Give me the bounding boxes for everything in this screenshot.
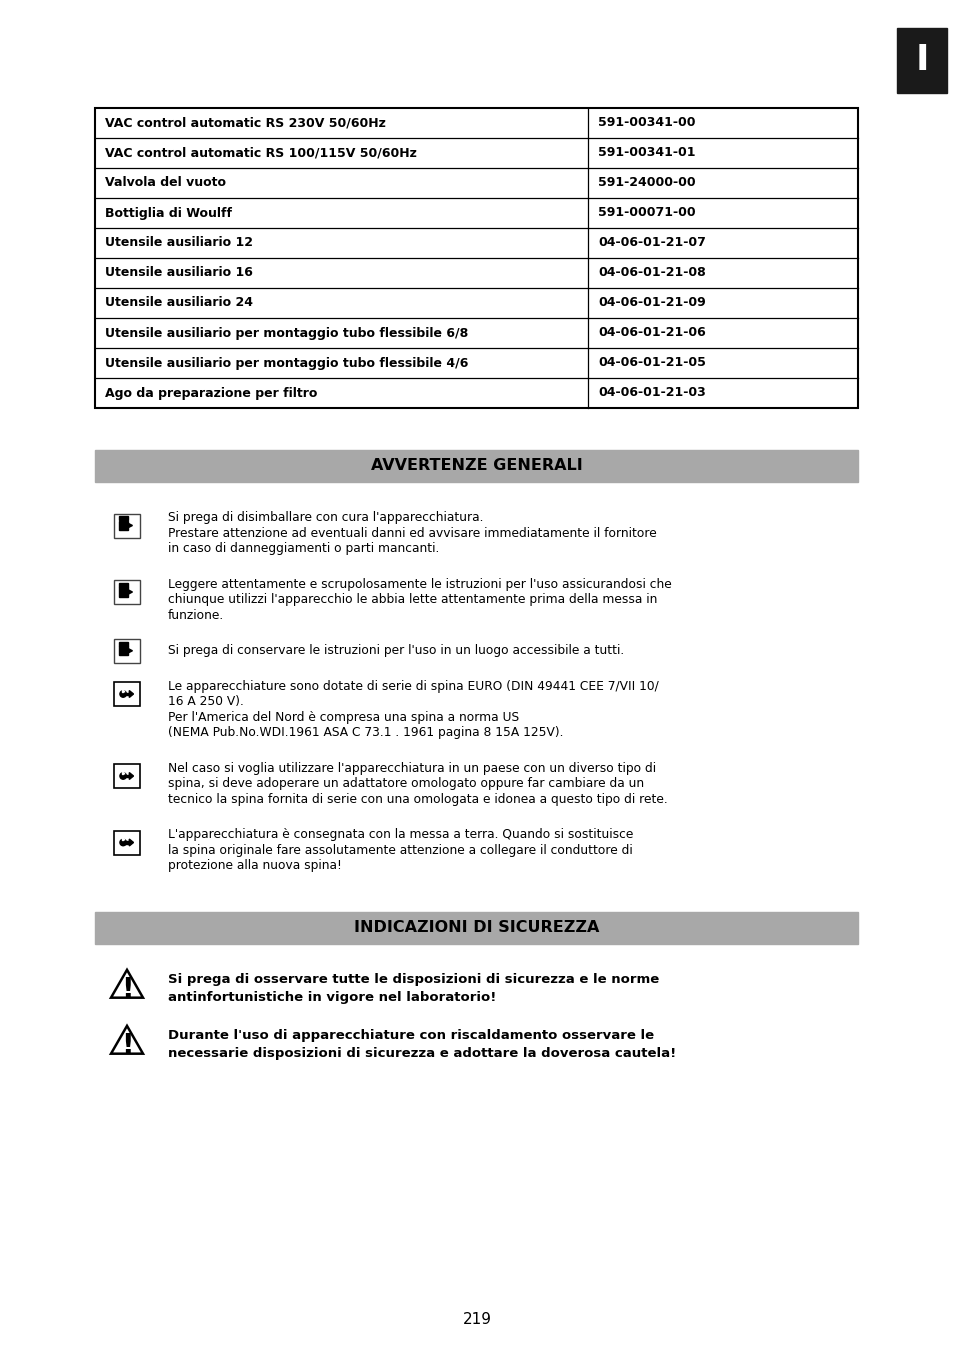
Text: spina, si deve adoperare un adattatore omologato oppure far cambiare da un: spina, si deve adoperare un adattatore o…	[168, 777, 643, 790]
Text: Utensile ausiliario 24: Utensile ausiliario 24	[105, 296, 253, 309]
Text: Utensile ausiliario 16: Utensile ausiliario 16	[105, 266, 253, 280]
Polygon shape	[111, 970, 143, 997]
Text: AVVERTENZE GENERALI: AVVERTENZE GENERALI	[370, 458, 581, 473]
Text: Utensile ausiliario 12: Utensile ausiliario 12	[105, 236, 253, 250]
Text: Bottiglia di Woulff: Bottiglia di Woulff	[105, 207, 232, 219]
Polygon shape	[130, 690, 133, 697]
Bar	[121, 774, 130, 777]
Bar	[119, 521, 128, 530]
Bar	[95, 108, 857, 408]
Bar	[113, 513, 140, 538]
Text: protezione alla nuova spina!: protezione alla nuova spina!	[168, 859, 341, 873]
Text: 591-24000-00: 591-24000-00	[598, 177, 695, 189]
Bar	[896, 28, 946, 93]
Text: Durante l'uso di apparecchiature con riscaldamento osservare le: Durante l'uso di apparecchiature con ris…	[168, 1029, 654, 1043]
Text: necessarie disposizioni di sicurezza e adottare la doverosa cautela!: necessarie disposizioni di sicurezza e a…	[168, 1047, 676, 1059]
Bar	[113, 580, 140, 604]
Text: 04-06-01-21-07: 04-06-01-21-07	[598, 236, 705, 250]
Polygon shape	[111, 1025, 143, 1054]
Bar	[95, 450, 857, 482]
Text: INDICAZIONI DI SICUREZZA: INDICAZIONI DI SICUREZZA	[354, 920, 598, 935]
Text: in caso di danneggiamenti o parti mancanti.: in caso di danneggiamenti o parti mancan…	[168, 542, 439, 555]
Bar	[113, 765, 140, 788]
Polygon shape	[128, 523, 132, 528]
Text: 591-00071-00: 591-00071-00	[598, 207, 695, 219]
Text: tecnico la spina fornita di serie con una omologata e idonea a questo tipo di re: tecnico la spina fornita di serie con un…	[168, 793, 667, 805]
Text: 591-00341-00: 591-00341-00	[598, 116, 695, 130]
Bar	[113, 682, 140, 707]
Bar	[113, 639, 140, 663]
Text: Si prega di osservare tutte le disposizioni di sicurezza e le norme: Si prega di osservare tutte le disposizi…	[168, 974, 659, 986]
Bar	[121, 842, 130, 844]
Polygon shape	[130, 839, 133, 846]
Text: Si prega di disimballare con cura l'apparecchiatura.: Si prega di disimballare con cura l'appa…	[168, 511, 483, 524]
Text: 04-06-01-21-06: 04-06-01-21-06	[598, 327, 705, 339]
Text: 04-06-01-21-08: 04-06-01-21-08	[598, 266, 705, 280]
Circle shape	[120, 773, 126, 780]
Text: Le apparecchiature sono dotate di serie di spina EURO (DIN 49441 CEE 7/VII 10/: Le apparecchiature sono dotate di serie …	[168, 680, 659, 693]
Bar	[113, 831, 140, 854]
Text: chiunque utilizzi l'apparecchio le abbia lette attentamente prima della messa in: chiunque utilizzi l'apparecchio le abbia…	[168, 593, 657, 607]
Text: Utensile ausiliario per montaggio tubo flessibile 4/6: Utensile ausiliario per montaggio tubo f…	[105, 357, 468, 370]
Bar	[119, 646, 128, 655]
Text: la spina originale fare assolutamente attenzione a collegare il conduttore di: la spina originale fare assolutamente at…	[168, 844, 632, 857]
Text: L'apparecchiatura è consegnata con la messa a terra. Quando si sostituisce: L'apparecchiatura è consegnata con la me…	[168, 828, 633, 842]
Text: Prestare attenzione ad eventuali danni ed avvisare immediatamente il fornitore: Prestare attenzione ad eventuali danni e…	[168, 527, 656, 540]
Polygon shape	[128, 589, 132, 594]
Polygon shape	[128, 648, 132, 653]
Bar	[119, 642, 128, 646]
Text: funzione.: funzione.	[168, 609, 224, 621]
Bar	[119, 582, 128, 586]
Text: 04-06-01-21-03: 04-06-01-21-03	[598, 386, 705, 400]
Bar	[119, 588, 128, 597]
Text: Ago da preparazione per filtro: Ago da preparazione per filtro	[105, 386, 317, 400]
Bar	[95, 912, 857, 943]
Circle shape	[120, 839, 126, 846]
Text: Utensile ausiliario per montaggio tubo flessibile 6/8: Utensile ausiliario per montaggio tubo f…	[105, 327, 468, 339]
Text: Leggere attentamente e scrupolosamente le istruzioni per l'uso assicurandosi che: Leggere attentamente e scrupolosamente l…	[168, 578, 671, 590]
Text: 04-06-01-21-09: 04-06-01-21-09	[598, 296, 705, 309]
Text: 219: 219	[462, 1313, 491, 1328]
Text: Si prega di conservare le istruzioni per l'uso in un luogo accessibile a tutti.: Si prega di conservare le istruzioni per…	[168, 644, 623, 657]
Bar	[119, 516, 128, 520]
Text: 04-06-01-21-05: 04-06-01-21-05	[598, 357, 705, 370]
Text: (NEMA Pub.No.WDI.1961 ASA C 73.1 . 1961 pagina 8 15A 125V).: (NEMA Pub.No.WDI.1961 ASA C 73.1 . 1961 …	[168, 727, 563, 739]
Text: Per l'America del Nord è compresa una spina a norma US: Per l'America del Nord è compresa una sp…	[168, 711, 518, 724]
Text: !: !	[121, 1032, 133, 1061]
Text: VAC control automatic RS 100/115V 50/60Hz: VAC control automatic RS 100/115V 50/60H…	[105, 146, 416, 159]
Polygon shape	[130, 773, 133, 780]
Circle shape	[120, 690, 126, 697]
Bar	[121, 693, 130, 696]
Text: I: I	[914, 43, 928, 77]
Text: !: !	[121, 975, 133, 1004]
Text: VAC control automatic RS 230V 50/60Hz: VAC control automatic RS 230V 50/60Hz	[105, 116, 385, 130]
Text: 16 A 250 V).: 16 A 250 V).	[168, 696, 244, 708]
Text: Valvola del vuoto: Valvola del vuoto	[105, 177, 226, 189]
Text: antinfortunistiche in vigore nel laboratorio!: antinfortunistiche in vigore nel laborat…	[168, 990, 496, 1004]
Text: Nel caso si voglia utilizzare l'apparecchiatura in un paese con un diverso tipo : Nel caso si voglia utilizzare l'apparecc…	[168, 762, 656, 774]
Text: 591-00341-01: 591-00341-01	[598, 146, 695, 159]
